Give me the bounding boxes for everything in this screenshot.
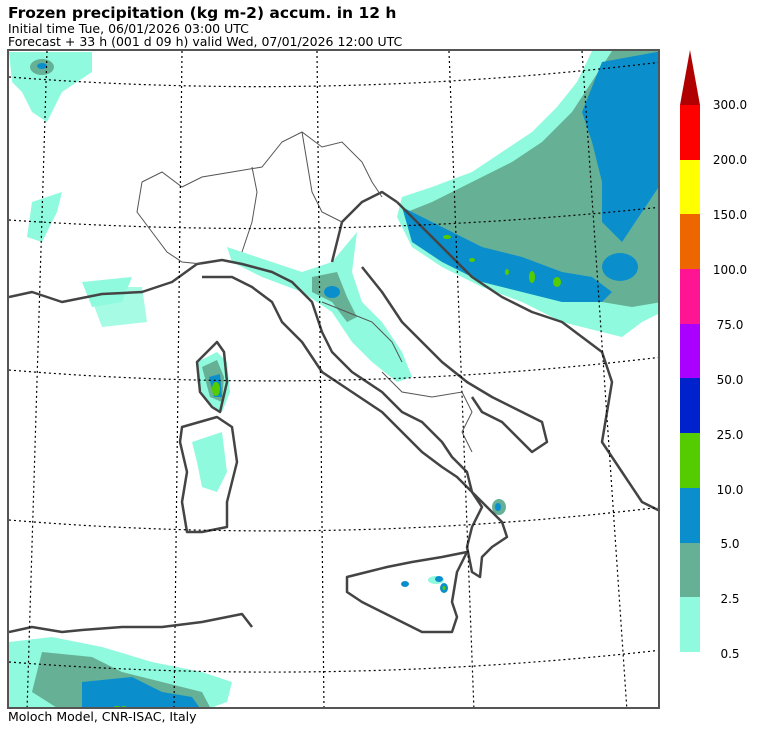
colorbar-label: 50.0 [716,373,744,387]
precipitation-map [7,49,660,709]
precip-balkans [397,51,658,337]
colorbar-segment-75 [680,323,700,379]
colorbar-segment-150 [680,214,700,270]
colorbar-segment-5 [680,542,700,598]
colorbar-segment-200 [680,159,700,215]
colorbar-label: 150.0 [712,208,748,222]
precip-north-africa [9,637,232,707]
colorbar-segment-100 [680,269,700,324]
colorbar-segment-10 [680,487,700,543]
precip-northwest [9,52,147,327]
colorbar-label: 200.0 [712,153,748,167]
colorbar-extend-arrow [680,50,700,105]
colorbar-label: 300.0 [712,98,748,112]
colorbar [680,50,700,652]
colorbar-label: 2.5 [720,592,740,606]
precip-south-spots [401,499,506,593]
colorbar-segment-25 [680,433,700,488]
model-credit: Moloch Model, CNR-ISAC, Italy [8,709,197,724]
graticule [9,51,658,707]
initial-time: Initial time Tue, 06/01/2026 03:00 UTC [8,21,249,36]
map-canvas [9,51,658,707]
colorbar-label: 0.5 [720,647,740,661]
colorbar-labels: 300.0 200.0 150.0 100.0 75.0 50.0 25.0 1… [700,0,760,731]
colorbar-segment-50 [680,378,700,434]
colorbar-segment-300 [680,105,700,160]
colorbar-label: 25.0 [716,428,744,442]
colorbar-label: 100.0 [712,263,748,277]
precip-apennines [227,232,412,382]
coastlines [9,190,658,634]
colorbar-label: 5.0 [720,537,740,551]
colorbar-label: 10.0 [716,483,744,497]
colorbar-segment-2-5 [680,597,700,652]
forecast-valid-time: Forecast + 33 h (001 d 09 h) valid Wed, … [8,34,403,49]
borders [136,131,473,453]
chart-title: Frozen precipitation (kg m-2) accum. in … [8,4,397,22]
colorbar-label: 75.0 [716,318,744,332]
